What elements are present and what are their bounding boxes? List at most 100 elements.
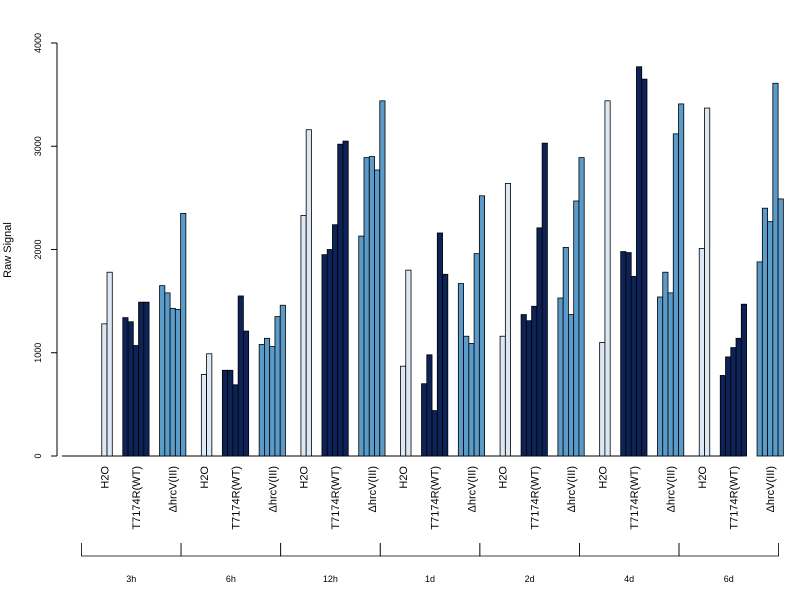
bar bbox=[159, 285, 166, 457]
y-tick-label: 0 bbox=[33, 453, 43, 458]
bar bbox=[463, 335, 470, 457]
bar bbox=[756, 261, 763, 457]
bar bbox=[143, 301, 150, 457]
condition-label: ΔhrcV(III) bbox=[666, 466, 678, 512]
bar bbox=[562, 247, 569, 457]
group-label: 3h bbox=[126, 574, 136, 584]
group-brackets: 3h 6h 12h 1d 2d 4d 6d bbox=[81, 543, 779, 584]
bar bbox=[101, 323, 108, 457]
bar bbox=[557, 297, 564, 457]
bar bbox=[169, 307, 176, 457]
bar bbox=[442, 273, 449, 457]
condition-label: H2O bbox=[398, 466, 410, 489]
condition-label: T7174R(WT) bbox=[330, 466, 342, 530]
group-label: 4d bbox=[624, 574, 634, 584]
bar bbox=[180, 212, 187, 457]
condition-label: ΔhrcV(III) bbox=[566, 466, 578, 512]
bar bbox=[478, 195, 486, 457]
condition-label: ΔhrcV(III) bbox=[765, 466, 777, 512]
bar bbox=[400, 365, 407, 457]
group-bracket bbox=[579, 543, 680, 557]
bar bbox=[421, 383, 428, 457]
condition-label: ΔhrcV(III) bbox=[367, 466, 379, 512]
bar bbox=[678, 103, 685, 457]
bar bbox=[740, 303, 747, 457]
bar bbox=[719, 375, 726, 457]
group-label: 6h bbox=[226, 574, 236, 584]
bar bbox=[468, 343, 475, 457]
bar bbox=[536, 227, 543, 457]
bar bbox=[499, 335, 506, 457]
condition-label: H2O bbox=[498, 466, 510, 489]
condition-label: T7174R(WT) bbox=[131, 466, 143, 530]
condition-label: H2O bbox=[697, 466, 709, 489]
bar bbox=[264, 337, 271, 457]
bar bbox=[321, 254, 328, 457]
bar bbox=[227, 369, 234, 457]
bar bbox=[525, 320, 533, 457]
bar bbox=[164, 292, 171, 457]
group-bracket bbox=[81, 543, 182, 557]
bar bbox=[337, 143, 344, 457]
bar bbox=[531, 305, 538, 457]
condition-label: ΔhrcV(III) bbox=[267, 466, 279, 512]
bar bbox=[504, 183, 511, 457]
bar bbox=[777, 198, 784, 457]
bar bbox=[269, 346, 276, 457]
bar bbox=[620, 251, 627, 457]
y-tick-label: 3000 bbox=[33, 136, 43, 156]
bar bbox=[206, 353, 213, 457]
bar bbox=[641, 78, 648, 457]
bar bbox=[122, 317, 129, 457]
bar bbox=[657, 296, 664, 457]
bar bbox=[174, 308, 182, 457]
bar bbox=[305, 129, 312, 457]
y-axis-label: Raw Signal bbox=[2, 222, 14, 278]
bar bbox=[106, 271, 113, 457]
y-axis: 0 1000 2000 3000 4000 bbox=[33, 33, 58, 459]
bar bbox=[636, 66, 643, 457]
bar bbox=[258, 344, 265, 457]
bar bbox=[379, 100, 386, 457]
bar bbox=[436, 232, 443, 457]
bar bbox=[599, 342, 606, 457]
group-label: 6d bbox=[724, 574, 734, 584]
bar bbox=[242, 330, 250, 457]
bar bbox=[342, 140, 349, 457]
group-bracket bbox=[280, 543, 381, 557]
bar bbox=[363, 157, 370, 457]
bar bbox=[735, 337, 742, 457]
bar bbox=[625, 252, 632, 457]
bar bbox=[573, 200, 580, 457]
bar bbox=[374, 169, 381, 457]
group-bracket bbox=[479, 543, 580, 557]
bar bbox=[568, 314, 575, 457]
condition-label: T7174R(WT) bbox=[529, 466, 541, 530]
bar bbox=[457, 283, 464, 457]
bar bbox=[667, 292, 674, 457]
condition-label: T7174R(WT) bbox=[629, 466, 641, 530]
bar bbox=[662, 271, 669, 457]
bar bbox=[326, 249, 333, 457]
bar bbox=[368, 156, 375, 457]
bar bbox=[274, 316, 281, 457]
condition-label: ΔhrcV(III) bbox=[466, 466, 478, 512]
bar bbox=[279, 304, 286, 457]
condition-label: H2O bbox=[299, 466, 311, 489]
bar bbox=[604, 100, 611, 457]
condition-label: T7174R(WT) bbox=[231, 466, 243, 530]
bar bbox=[232, 384, 239, 457]
bar bbox=[431, 410, 438, 457]
bar bbox=[772, 82, 779, 457]
group-bracket bbox=[678, 543, 779, 557]
bars bbox=[101, 66, 784, 457]
bar bbox=[698, 248, 705, 457]
bar bbox=[473, 253, 480, 457]
condition-label: T7174R(WT) bbox=[430, 466, 442, 530]
bar bbox=[767, 221, 774, 457]
bar bbox=[132, 345, 139, 457]
condition-label: T7174R(WT) bbox=[728, 466, 740, 530]
group-label: 2d bbox=[525, 574, 535, 584]
group-label: 1d bbox=[425, 574, 435, 584]
